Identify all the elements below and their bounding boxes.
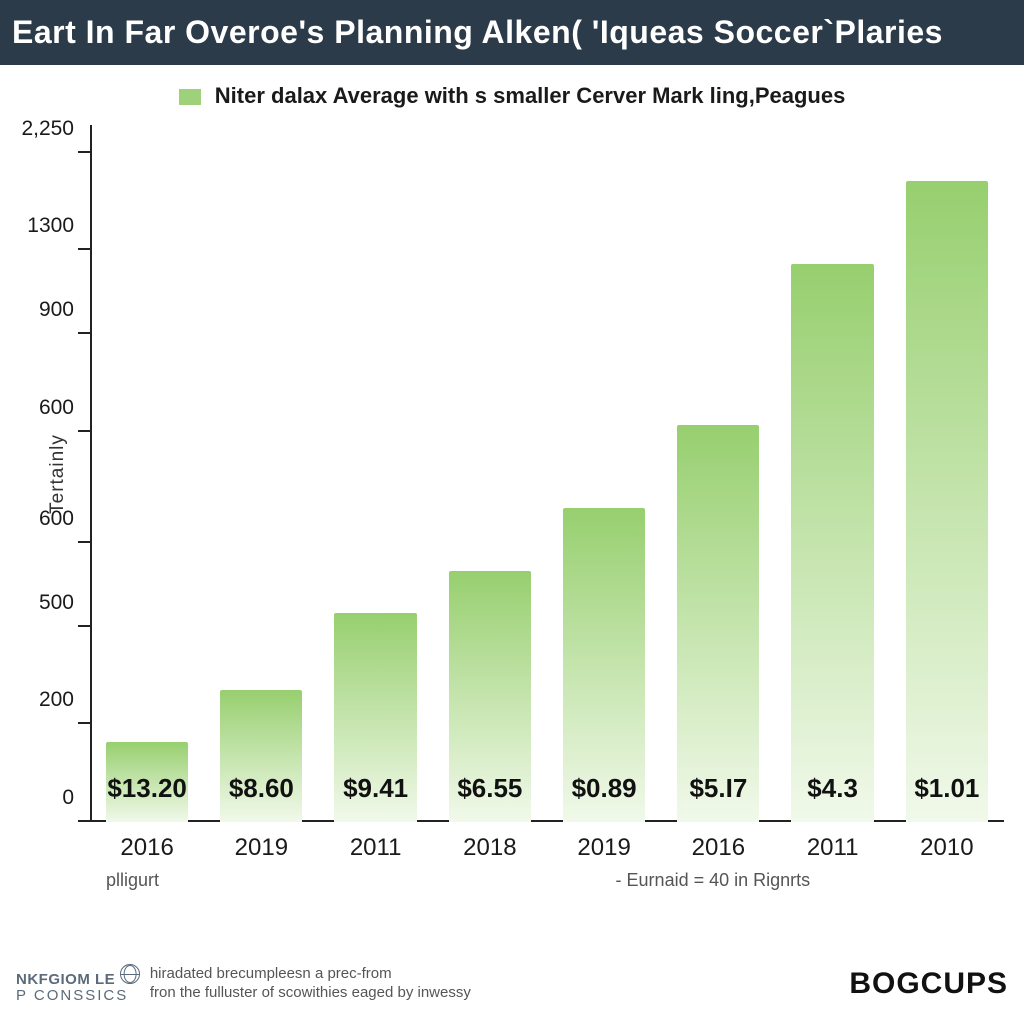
bar-value-label: $9.41 [343,773,408,804]
y-tick-label: 0 [62,786,74,810]
bars-container: $13.20 $8.60 $9.41 $6.55 $0.89 $5.I7 $4.3 $1.01 [90,125,1004,822]
legend-swatch [179,89,201,105]
bar-value-label: $8.60 [229,773,294,804]
footer: NKFGIOM LE P CONSSICS hiradated brecumpl… [0,952,1024,1024]
plot-region: Tertainly $13.20$8.60$9.41$6.55$0.89$5.I… [90,125,1004,822]
y-tick [78,722,90,724]
globe-icon [120,964,140,984]
y-tick-label: 500 [39,591,74,615]
y-tick-label: 600 [39,507,74,531]
x-footnote-left: plligurt [106,870,159,891]
footer-brand: BOGCUPS [849,967,1008,1001]
y-tick-label: 900 [39,298,74,322]
x-tick-label: 2016 [692,834,745,862]
x-tick-label: 2016 [120,834,173,862]
y-tick-label: 200 [39,688,74,712]
x-tick-label: 2019 [577,834,630,862]
x-tick-label: 2019 [235,834,288,862]
footer-caption-line1: hiradated brecumpleesn a prec-from [150,965,392,982]
bar-value-label: $0.89 [572,773,637,804]
footer-caption-line2: fron the fulluster of scowithies eaged b… [150,984,471,1001]
x-tick-label: 2011 [350,834,402,862]
y-tick [78,541,90,543]
y-tick [78,248,90,250]
bar-value-label: $5.I7 [689,773,747,804]
x-footnote-right: - Eurnaid = 40 in Rignrts [616,870,811,891]
bar-value-label: $13.20 [107,773,187,804]
footer-left: NKFGIOM LE P CONSSICS hiradated brecumpl… [16,964,471,1005]
legend: Niter dalax Average with s smaller Cerve… [0,83,1024,109]
bar: $9.41 [334,613,416,822]
footer-logo-line1: NKFGIOM LE [16,971,115,988]
y-tick-label: 1300 [27,214,74,238]
legend-text: Niter dalax Average with s smaller Cerve… [215,83,846,108]
y-tick-label: 2,250 [21,117,74,141]
bar: $5.I7 [677,425,759,822]
chart-area: Niter dalax Average with s smaller Cerve… [0,65,1024,952]
footer-logo: NKFGIOM LE P CONSSICS [16,964,140,1005]
root: Eart In Far Overoe's Planning Alken( 'Iq… [0,0,1024,1024]
x-tick-label: 2011 [807,834,859,862]
y-axis-label: Tertainly [47,434,69,514]
y-tick [78,332,90,334]
bar-value-label: $1.01 [914,773,979,804]
header-bar: Eart In Far Overoe's Planning Alken( 'Iq… [0,0,1024,65]
y-tick-label: 600 [39,396,74,420]
x-tick-label: 2010 [920,834,973,862]
x-tick-label: 2018 [463,834,516,862]
y-tick [78,820,90,822]
footer-caption: hiradated brecumpleesn a prec-from fron … [150,965,471,1003]
bar: $13.20 [106,742,188,822]
y-tick [78,151,90,153]
bar-value-label: $6.55 [457,773,522,804]
bar: $1.01 [906,181,988,822]
y-tick [78,430,90,432]
bar: $0.89 [563,508,645,822]
bar-value-label: $4.3 [807,773,858,804]
bar: $4.3 [791,264,873,822]
header-title: Eart In Far Overoe's Planning Alken( 'Iq… [12,14,943,50]
bar: $8.60 [220,690,302,822]
footer-logo-line2: P CONSSICS [16,987,128,1004]
bar: $6.55 [449,571,531,822]
y-tick [78,625,90,627]
